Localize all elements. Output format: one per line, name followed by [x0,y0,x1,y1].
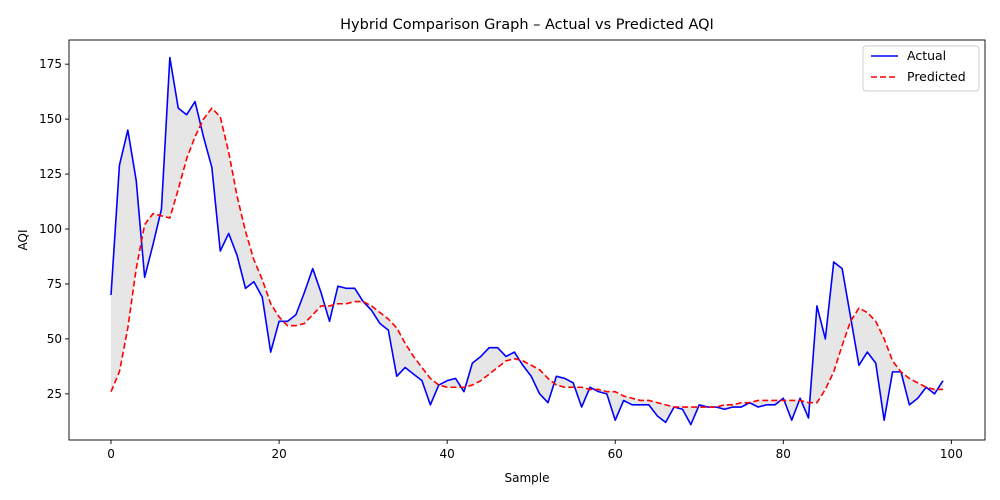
plot-frame [68,39,986,441]
x-axis: 0 20 40 60 80 100 [107,440,963,461]
y-tick-label: 50 [47,332,62,346]
y-tick-label: 25 [47,387,62,401]
x-tick-label: 20 [271,447,286,461]
legend: Actual Predicted [862,45,980,92]
legend-box [862,45,980,92]
legend-label-actual: Actual [907,48,946,63]
y-tick-label: 175 [39,57,62,71]
x-tick-label: 60 [608,447,623,461]
y-tick-label: 125 [39,167,62,181]
x-tick-label: 80 [776,447,791,461]
plot-area [110,56,944,426]
y-axis-label: AQI [16,230,30,251]
series-line-actual [110,56,944,426]
y-tick-label: 150 [39,112,62,126]
chart-title: Hybrid Comparison Graph – Actual vs Pred… [340,17,714,33]
x-tick-label: 0 [107,447,115,461]
y-tick-label: 75 [47,277,62,291]
y-axis: 25 50 75 100 125 150 175 [39,57,69,401]
series-line-predicted [110,107,943,408]
legend-label-predicted: Predicted [907,69,966,84]
x-tick-label: 100 [940,447,963,461]
y-tick-label: 100 [39,222,62,236]
x-axis-label: Sample [505,471,550,485]
x-tick-label: 40 [440,447,455,461]
